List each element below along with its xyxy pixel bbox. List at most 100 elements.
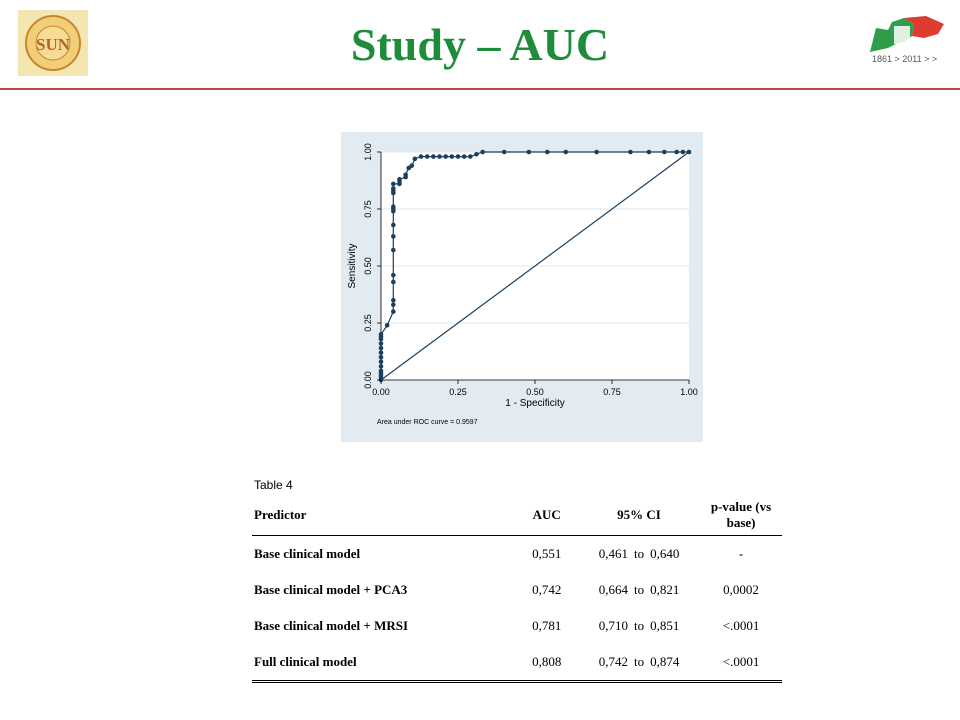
roc-data-point <box>378 350 384 355</box>
roc-data-point <box>391 247 396 253</box>
auc-cell: 0,808 <box>515 644 578 683</box>
roc-data-point <box>674 149 679 155</box>
roc-data-point <box>468 154 473 159</box>
ci-to: to <box>633 618 645 633</box>
ci-low: 0,742 <box>598 654 628 669</box>
ci-low: 0,710 <box>598 618 628 633</box>
roc-data-point <box>397 177 402 182</box>
ci-to: to <box>633 654 645 669</box>
table-row: Base clinical model 0,551 0,461 to 0,640 - <box>252 536 782 573</box>
pvalue-cell: <.0001 <box>700 644 782 683</box>
roc-data-point <box>455 154 461 159</box>
table-header-row: Predictor AUC 95% CI p-value (vs base) <box>252 495 782 536</box>
table-row: Base clinical model + PCA3 0,742 0,664 to… <box>252 572 782 608</box>
roc-data-point <box>474 151 479 157</box>
roc-data-point <box>563 149 569 155</box>
y-tick-label: 0.50 <box>363 257 373 275</box>
roc-data-point <box>391 309 396 314</box>
ci-high: 0,851 <box>650 618 680 633</box>
auc-cell: 0,781 <box>532 618 562 633</box>
col-header-predictor: Predictor <box>252 495 516 536</box>
roc-data-point <box>501 149 507 155</box>
roc-data-point <box>628 149 633 155</box>
roc-data-point <box>378 364 384 369</box>
ci-cell: 0,742 to 0,874 <box>577 644 701 683</box>
roc-data-point <box>391 272 396 278</box>
roc-data-point <box>662 149 667 155</box>
roc-data-point <box>378 345 384 351</box>
y-tick-label: 1.00 <box>363 143 373 161</box>
x-tick-label: 0.25 <box>449 387 467 397</box>
x-tick-label: 0.50 <box>526 387 544 397</box>
ci-to: to <box>633 582 645 597</box>
roc-data-point <box>391 181 396 187</box>
roc-data-point <box>391 222 396 228</box>
roc-data-point <box>409 163 415 168</box>
ci-cell: 0,461 to 0,640 <box>578 536 700 573</box>
col-header-pvalue: p-value (vs base) <box>700 495 782 536</box>
ci-low: 0,664 <box>598 582 628 597</box>
roc-data-point <box>480 149 485 155</box>
col-header-ci: 95% CI <box>577 495 701 536</box>
predictor-cell: Base clinical model + PCA3 <box>254 582 408 597</box>
roc-data-point <box>443 154 448 159</box>
table-row: Base clinical model + MRSI 0,781 0,710 to… <box>252 608 782 644</box>
logo-left-center: SUN <box>36 35 71 54</box>
roc-data-point <box>431 154 436 159</box>
x-tick-label: 0.00 <box>372 387 390 397</box>
roc-data-point <box>391 279 396 285</box>
y-tick-label: 0.75 <box>363 200 373 218</box>
y-axis-label: Sensitivity <box>347 243 358 288</box>
roc-data-point <box>461 154 467 159</box>
roc-data-point <box>686 149 692 155</box>
roc-data-point <box>594 149 599 155</box>
roc-data-point <box>449 154 455 159</box>
y-tick-label: 0.25 <box>363 314 373 332</box>
x-tick-label: 0.75 <box>603 387 621 397</box>
roc-data-point <box>391 186 396 191</box>
ci-cell: 0,664 to 0,821 <box>578 572 700 608</box>
roc-data-point <box>391 302 396 308</box>
y-tick-label: 0.00 <box>363 371 373 389</box>
roc-data-point <box>378 341 384 346</box>
roc-data-point <box>545 149 550 155</box>
auc-cell: 0,742 <box>532 582 562 597</box>
pvalue-cell: <.0001 <box>722 618 760 633</box>
roc-data-point <box>391 234 396 239</box>
roc-data-point <box>391 297 396 303</box>
x-axis-label: 1 - Specificity <box>505 398 564 409</box>
roc-data-point <box>680 149 686 155</box>
ci-cell: 0,710 to 0,851 <box>578 608 700 644</box>
table-caption: Table 4 <box>254 478 293 492</box>
col-header-auc: AUC <box>515 495 578 536</box>
roc-data-point <box>403 172 408 178</box>
ci-high: 0,821 <box>650 582 680 597</box>
pvalue-cell: 0,0002 <box>723 582 759 597</box>
table-row: Full clinical model 0,808 0,742 to 0,874 <… <box>252 644 782 683</box>
roc-chart: 0.00 0.25 0.50 0.75 1.00 0.00 0.25 0.50 0.75 1.0… <box>341 132 703 442</box>
ci-high: 0,640 <box>650 546 680 561</box>
roc-data-point <box>384 322 390 328</box>
ci-high: 0,874 <box>650 654 680 669</box>
anniversary-logo-text: 1861 > 2011 > > <box>872 54 938 64</box>
predictor-cell: Full clinical model <box>252 644 516 683</box>
roc-data-point <box>378 359 384 365</box>
roc-data-point <box>378 354 384 360</box>
roc-data-point <box>378 368 384 374</box>
auc-annotation: Area under ROC curve = 0.9597 <box>377 419 478 426</box>
roc-data-point <box>526 149 532 155</box>
auc-cell: 0,551 <box>532 546 562 561</box>
header-divider <box>0 88 960 90</box>
ci-to: to <box>633 546 645 561</box>
anniversary-logo: 1861 > 2011 > > <box>866 14 948 82</box>
pvalue-cell: - <box>738 546 744 561</box>
roc-chart-svg: 0.00 0.25 0.50 0.75 1.00 0.00 0.25 0.50 0.75 1.0… <box>347 143 698 426</box>
roc-data-point <box>412 156 418 162</box>
sun-logo: SUN <box>18 10 88 76</box>
predictor-cell: Base clinical model + MRSI <box>254 618 409 633</box>
ci-low: 0,461 <box>598 546 628 561</box>
roc-data-point <box>437 154 442 159</box>
roc-data-point <box>418 154 424 159</box>
roc-data-point <box>391 204 396 210</box>
results-table: Predictor AUC 95% CI p-value (vs base) B… <box>252 495 782 683</box>
